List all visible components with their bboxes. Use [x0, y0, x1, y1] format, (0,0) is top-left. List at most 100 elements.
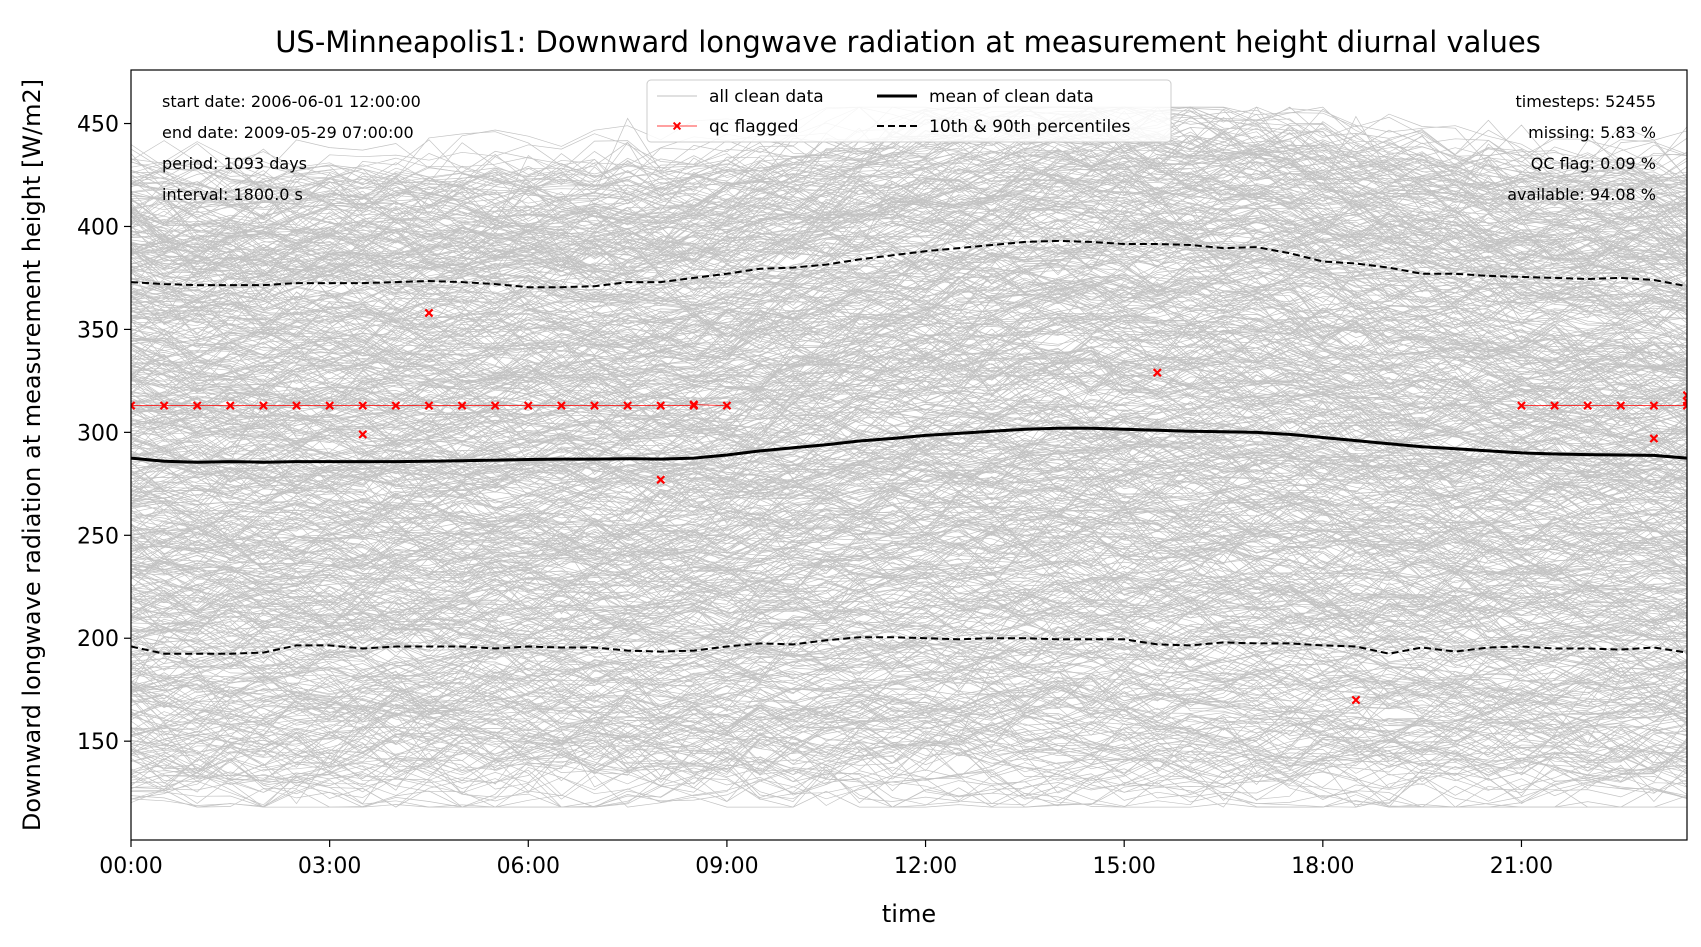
clean-data-trace: [131, 305, 1687, 384]
clean-data-trace: [131, 335, 1687, 395]
clean-data-trace: [131, 364, 1687, 443]
clean-data-trace: [131, 218, 1687, 299]
clean-data-trace: [131, 587, 1687, 659]
clean-data-trace: [131, 692, 1687, 745]
qc-flag-marker: [1649, 401, 1659, 410]
clean-data-trace: [131, 208, 1687, 311]
clean-data-trace: [131, 193, 1687, 272]
clean-data-trace: [131, 164, 1687, 242]
clean-data-trace: [131, 241, 1687, 329]
clean-data-trace: [131, 576, 1687, 648]
clean-data-trace: [131, 322, 1687, 430]
clean-data-trace: [131, 581, 1687, 659]
p90-line: [131, 239, 1687, 289]
clean-data-trace: [131, 347, 1687, 422]
qc-flag-marker: [159, 401, 169, 410]
clean-data-trace: [131, 284, 1687, 379]
clean-data-trace: [131, 499, 1687, 554]
clean-data-trace: [131, 303, 1687, 373]
clean-data-trace: [131, 658, 1687, 723]
clean-data-trace: [131, 455, 1687, 524]
clean-data-trace: [131, 436, 1687, 517]
clean-data-trace: [131, 291, 1687, 370]
clean-data-trace: [131, 585, 1687, 643]
clean-data-trace: [131, 621, 1687, 699]
clean-data-trace: [131, 618, 1687, 678]
clean-data-trace: [131, 663, 1687, 730]
clean-data-trace: [131, 281, 1687, 360]
clean-data-trace: [131, 695, 1687, 772]
clean-data-trace: [131, 496, 1687, 575]
qc-flag-marker: [1649, 434, 1659, 443]
clean-data-trace: [131, 186, 1687, 299]
clean-data-trace: [131, 162, 1687, 283]
clean-data-trace: [131, 707, 1687, 780]
p10-line: [131, 636, 1687, 655]
clean-data-trace: [131, 375, 1687, 463]
clean-data-trace: [131, 560, 1687, 640]
clean-data-trace: [131, 138, 1687, 243]
info-left-line: interval: 1800.0 s: [162, 185, 303, 204]
clean-data-trace: [131, 299, 1687, 398]
clean-data-trace: [131, 106, 1687, 219]
clean-data-trace: [131, 521, 1687, 578]
clean-data-trace: [131, 248, 1687, 344]
x-tick-label: 21:00: [1490, 854, 1553, 879]
clean-data-trace: [131, 317, 1687, 412]
clean-data-trace: [131, 286, 1687, 383]
clean-data-trace: [131, 723, 1687, 799]
clean-data-trace: [131, 607, 1687, 698]
clean-data-trace: [131, 705, 1687, 777]
clean-data-trace: [131, 193, 1687, 269]
mean-line: [131, 426, 1687, 464]
clean-data-trace: [131, 254, 1687, 328]
clean-data-trace: [131, 313, 1687, 422]
clean-data-trace: [131, 458, 1687, 543]
clean-data-trace: [131, 220, 1687, 313]
qc-flag-marker: [490, 401, 500, 410]
clean-data-trace: [131, 691, 1687, 771]
clean-data-trace: [131, 223, 1687, 316]
clean-data-trace: [131, 619, 1687, 713]
clean-data-trace: [131, 695, 1687, 759]
qc-flag-marker: [424, 401, 434, 410]
clean-data-trace: [131, 516, 1687, 592]
x-tick-label: 09:00: [695, 854, 758, 879]
clean-data-trace: [131, 696, 1687, 757]
clean-data-trace: [131, 164, 1687, 277]
clean-data-trace: [131, 675, 1687, 731]
qc-flag-marker: [259, 401, 268, 410]
clean-data-trace: [131, 675, 1687, 731]
clean-data-trace: [131, 641, 1687, 709]
clean-data-trace: [131, 350, 1687, 437]
qc-flag-marker: [623, 401, 632, 410]
clean-data-trace: [131, 357, 1687, 425]
clean-data-trace: [131, 626, 1687, 693]
qc-flag-marker: [557, 401, 566, 410]
clean-data-trace: [131, 757, 1687, 808]
clean-data-trace: [131, 507, 1687, 604]
clean-data-trace: [131, 137, 1687, 272]
clean-data-trace: [131, 705, 1687, 773]
clean-data-trace: [131, 378, 1687, 468]
clean-data-trace: [131, 636, 1687, 726]
clean-data-trace: [131, 624, 1687, 684]
clean-data-trace: [131, 353, 1687, 427]
clean-data-trace: [131, 328, 1687, 422]
clean-data-trace: [131, 174, 1687, 296]
clean-data-trace: [131, 484, 1687, 576]
qc-flag-marker: [292, 401, 301, 410]
clean-data-trace: [131, 264, 1687, 352]
clean-data-trace: [131, 661, 1687, 732]
clean-data-trace: [131, 589, 1687, 664]
clean-data-trace: [131, 737, 1687, 794]
info-left-line: end date: 2009-05-29 07:00:00: [162, 123, 414, 142]
qc-flag-marker: [391, 401, 401, 410]
clean-data-trace: [131, 173, 1687, 288]
clean-data-trace: [131, 169, 1687, 244]
clean-data-trace: [131, 347, 1687, 440]
clean-data-trace: [131, 624, 1687, 683]
clean-data-trace: [131, 508, 1687, 576]
clean-data-trace: [131, 697, 1687, 753]
